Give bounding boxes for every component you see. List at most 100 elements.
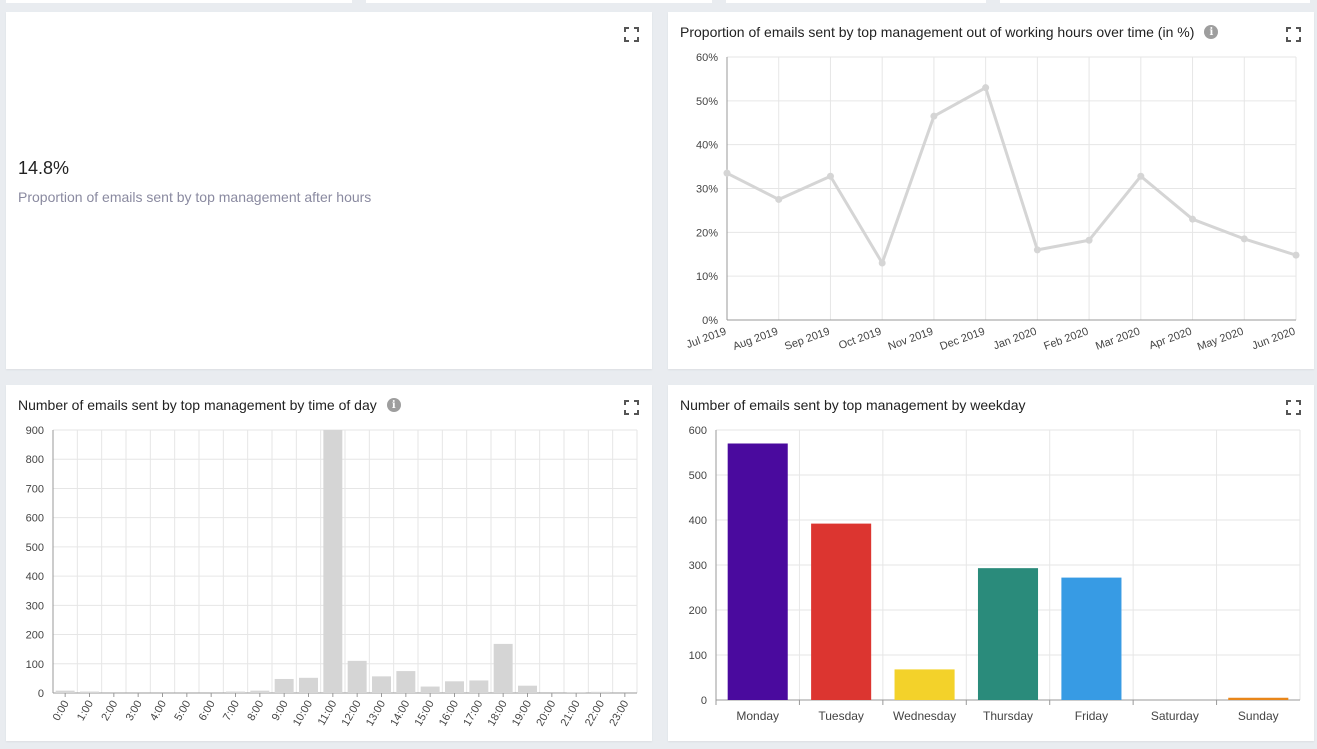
weekday-bar-chart: 0 100 200 300 400 500 600 Monday Tuesday Wednesda…	[689, 425, 1301, 723]
y-tick-label: 100	[689, 650, 707, 662]
bar	[55, 690, 75, 693]
x-tick-label: Nov 2019	[887, 326, 935, 353]
bar	[518, 685, 537, 693]
x-tick-label: 3:00	[124, 699, 145, 724]
data-point	[775, 195, 783, 203]
x-tick-label: 9:00	[270, 699, 291, 724]
y-tick-label: 0	[38, 688, 44, 700]
x-tick-label: Apr 2020	[1148, 326, 1194, 353]
x-tick-label: Monday	[736, 709, 779, 723]
x-tick-label: May 2020	[1196, 326, 1246, 354]
panel-title: Number of emails sent by top management …	[18, 397, 401, 413]
y-tick-label: 30%	[696, 184, 718, 196]
x-tick-label: Oct 2019	[837, 326, 883, 353]
x-tick-label: 0:00	[51, 699, 72, 724]
x-tick-label: 13:00	[364, 699, 388, 729]
expand-icon[interactable]	[624, 400, 639, 415]
y-tick-label: 10%	[696, 271, 718, 283]
info-icon[interactable]: i	[1204, 25, 1219, 39]
bar	[396, 671, 416, 693]
y-tick-label: 600	[689, 425, 707, 437]
y-tick-label: 700	[26, 483, 44, 495]
y-tick-label: 900	[26, 425, 44, 437]
data-point	[1292, 251, 1300, 259]
panel-stub	[726, 0, 986, 3]
bar	[372, 676, 391, 693]
y-tick-label: 500	[689, 470, 707, 482]
y-tick-label: 50%	[696, 96, 718, 108]
x-tick-label: 22:00	[583, 699, 607, 729]
x-tick-label: Jul 2019	[685, 326, 728, 352]
kpi-label: Proportion of emails sent by top managem…	[18, 189, 372, 205]
data-point	[930, 112, 938, 120]
x-tick-label: Jun 2020	[1250, 326, 1297, 353]
expand-icon[interactable]	[1286, 27, 1301, 42]
data-point	[1033, 246, 1041, 254]
x-tick-label: Sunday	[1238, 709, 1279, 723]
data-point	[878, 259, 886, 267]
y-tick-label: 0	[701, 695, 707, 707]
y-tick-label: 200	[26, 630, 44, 642]
line-chart-title: Proportion of emails sent by top managem…	[680, 24, 1195, 40]
bar	[566, 692, 586, 693]
panel-title: Number of emails sent by top management …	[680, 397, 1026, 413]
x-tick-label: 16:00	[437, 699, 461, 729]
bar	[250, 690, 270, 693]
data-point	[1240, 235, 1248, 243]
x-tick-label: Mar 2020	[1094, 326, 1142, 353]
x-tick-label: 2:00	[99, 699, 120, 724]
x-tick-label: 6:00	[197, 699, 218, 724]
x-tick-label: 12:00	[340, 699, 364, 729]
hour-bar-chart: 0 100 200 300 400 500 600 700 800 900 0:00 1:00 2:00…	[26, 425, 638, 729]
x-tick-label: 21:00	[559, 699, 583, 729]
y-tick-label: 300	[689, 560, 707, 572]
x-tick-label: Dec 2019	[938, 326, 986, 353]
x-tick-label: 19:00	[510, 699, 534, 729]
x-tick-label: 11:00	[316, 699, 340, 728]
bar	[445, 681, 464, 693]
y-tick-label: 400	[689, 515, 707, 527]
data-point	[826, 172, 834, 180]
x-tick-label: Thursday	[983, 709, 1033, 723]
panel-title: Proportion of emails sent by top managem…	[680, 24, 1219, 40]
y-tick-label: 0%	[702, 315, 718, 327]
bar	[591, 691, 610, 693]
bar	[274, 678, 294, 693]
kpi-value: 14.8%	[18, 158, 70, 178]
y-tick-label: 20%	[696, 227, 718, 239]
x-tick-label: Feb 2020	[1042, 326, 1090, 353]
x-tick-label: 8:00	[245, 699, 266, 724]
bar	[323, 430, 343, 693]
panel-stub	[1000, 0, 1310, 3]
bar	[1061, 577, 1122, 700]
bar	[299, 677, 318, 693]
info-icon[interactable]: i	[386, 398, 401, 412]
bar	[80, 691, 99, 693]
y-tick-label: 800	[26, 454, 44, 466]
hour-chart-title: Number of emails sent by top management …	[18, 397, 377, 413]
line-chart: 0% 10% 20% 30% 40% 50% 60% Jul 2019 Aug 2019 Sep …	[685, 52, 1300, 354]
weekday-chart-title: Number of emails sent by top management …	[680, 397, 1026, 413]
data-point	[1189, 215, 1197, 223]
y-tick-label: 500	[26, 542, 44, 554]
hour-chart-panel: Number of emails sent by top management …	[6, 385, 652, 741]
x-tick-label: 10:00	[291, 699, 315, 729]
x-tick-label: 7:00	[221, 699, 242, 724]
bar	[347, 660, 367, 693]
x-tick-label: 20:00	[534, 699, 558, 729]
x-tick-label: 23:00	[607, 699, 631, 729]
y-tick-label: 400	[26, 571, 44, 583]
bar	[894, 669, 955, 700]
series-line	[726, 86, 1297, 265]
weekday-chart-panel: Number of emails sent by top management …	[668, 385, 1314, 741]
y-tick-label: 600	[26, 513, 44, 525]
x-tick-label: 18:00	[486, 699, 510, 729]
expand-icon[interactable]	[1286, 400, 1301, 415]
expand-icon[interactable]	[624, 27, 639, 42]
bar	[420, 686, 440, 693]
y-tick-label: 100	[26, 659, 44, 671]
x-tick-label: 15:00	[413, 699, 437, 729]
data-point	[1085, 236, 1093, 244]
bar	[727, 443, 788, 700]
bar	[226, 691, 245, 693]
